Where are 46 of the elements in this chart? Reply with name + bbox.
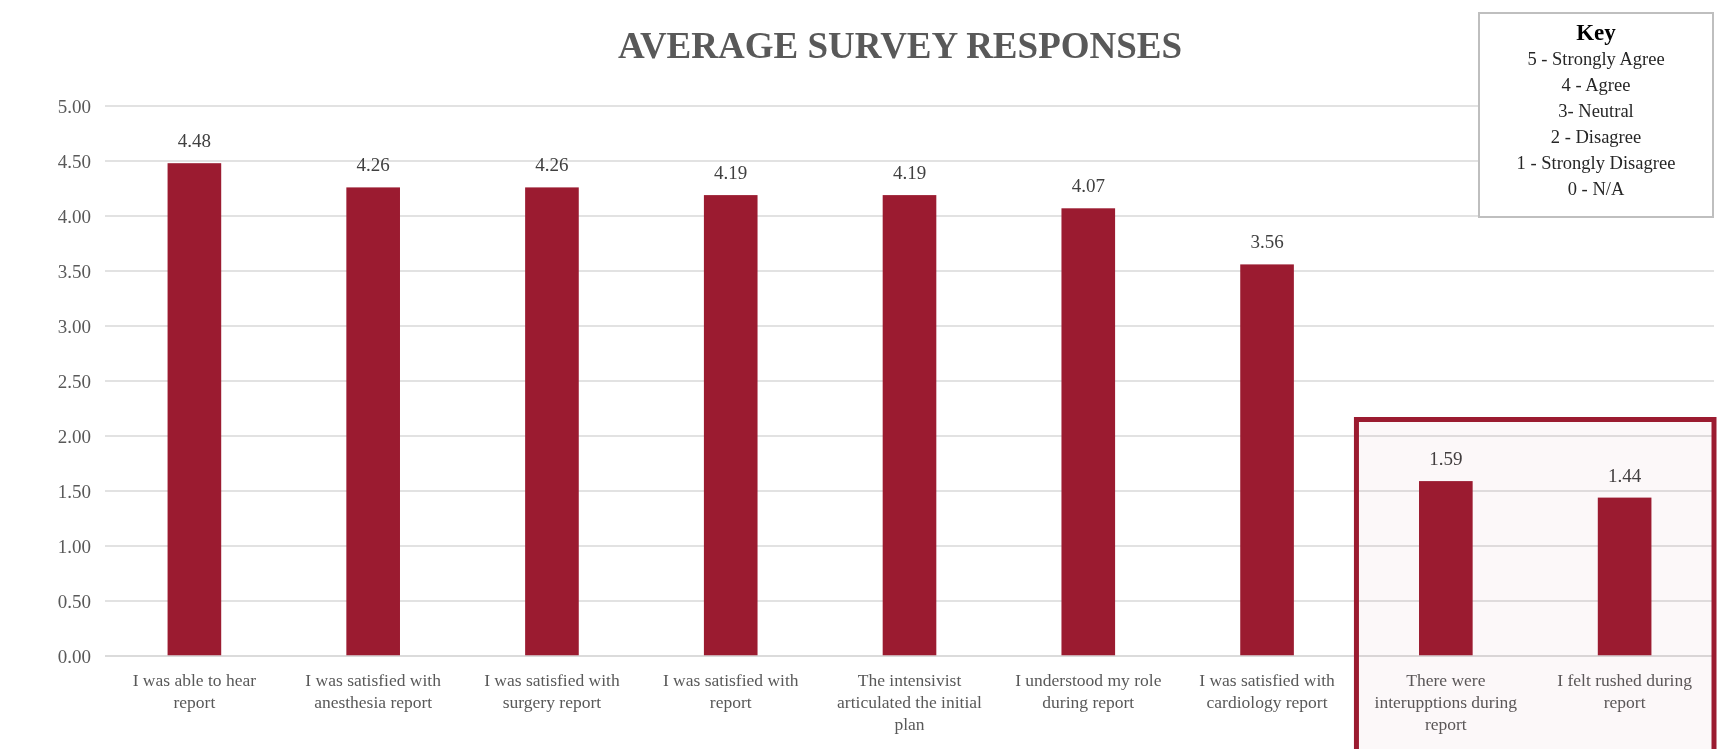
x-tick-label: I was satisfied with report [662,670,799,712]
annotation: 2 - Disagree [1549,126,1643,149]
x-tick-label: I was satisfied with cardiology report [1199,670,1336,712]
y-tick-label: 1.00 [57,535,91,557]
x-tick-label: I was able to hear report [132,670,257,712]
annotation: 3- Neutral [1557,100,1635,123]
x-tick-label: I was satisfied with surgery report [484,670,620,712]
data-label: 4.48 [177,130,212,152]
annotation: 1 - Strongly Disagree [1515,152,1677,175]
bar [1419,481,1473,656]
data-label: 1.44 [1607,464,1642,486]
text: Key [1576,20,1616,45]
data-label: 4.07 [1071,175,1105,197]
y-tick-label: 5.00 [57,95,91,117]
bar [346,187,400,656]
y-tick-label: 0.00 [57,645,91,667]
bar [1061,208,1116,656]
x-tick-label: I felt rushed during report [1557,670,1693,712]
y-tick-label: 4.00 [57,205,91,227]
text: 5 - Strongly Agree [1527,49,1665,69]
bar [167,163,222,656]
y-tick-label: 2.50 [57,370,91,392]
y-tick-label: 3.00 [57,315,91,337]
x-tick-label: I understood my role during report [1015,670,1162,712]
data-label: 4.26 [535,154,569,176]
annotation: 0 - N/A [1566,178,1626,201]
text: 4 - Agree [1561,75,1631,95]
y-tick-label: 1.50 [57,480,91,502]
data-label: 4.26 [356,154,390,176]
y-tick-label: 0.50 [57,590,91,612]
chart-title: AVERAGE SURVEY RESPONSES [617,25,1183,66]
data-label: 3.56 [1250,231,1284,253]
y-tick-label: 2.00 [57,425,91,447]
x-tick-label: The intensivist articulated the initial plan [837,670,983,734]
y-tick-label: 3.50 [57,260,91,282]
bar [1597,497,1652,656]
bar [525,187,579,656]
x-tick-label: I was satisfied with anesthesia report [305,670,442,712]
y-tick-label: 4.50 [57,150,91,172]
data-label: 1.59 [1429,448,1463,470]
bar [882,195,937,656]
data-label: 4.19 [892,162,927,184]
bar [1240,264,1294,656]
x-tick-label: There were interupptions during report [1374,670,1518,734]
bar [703,195,758,656]
data-label: 4.19 [714,162,748,184]
